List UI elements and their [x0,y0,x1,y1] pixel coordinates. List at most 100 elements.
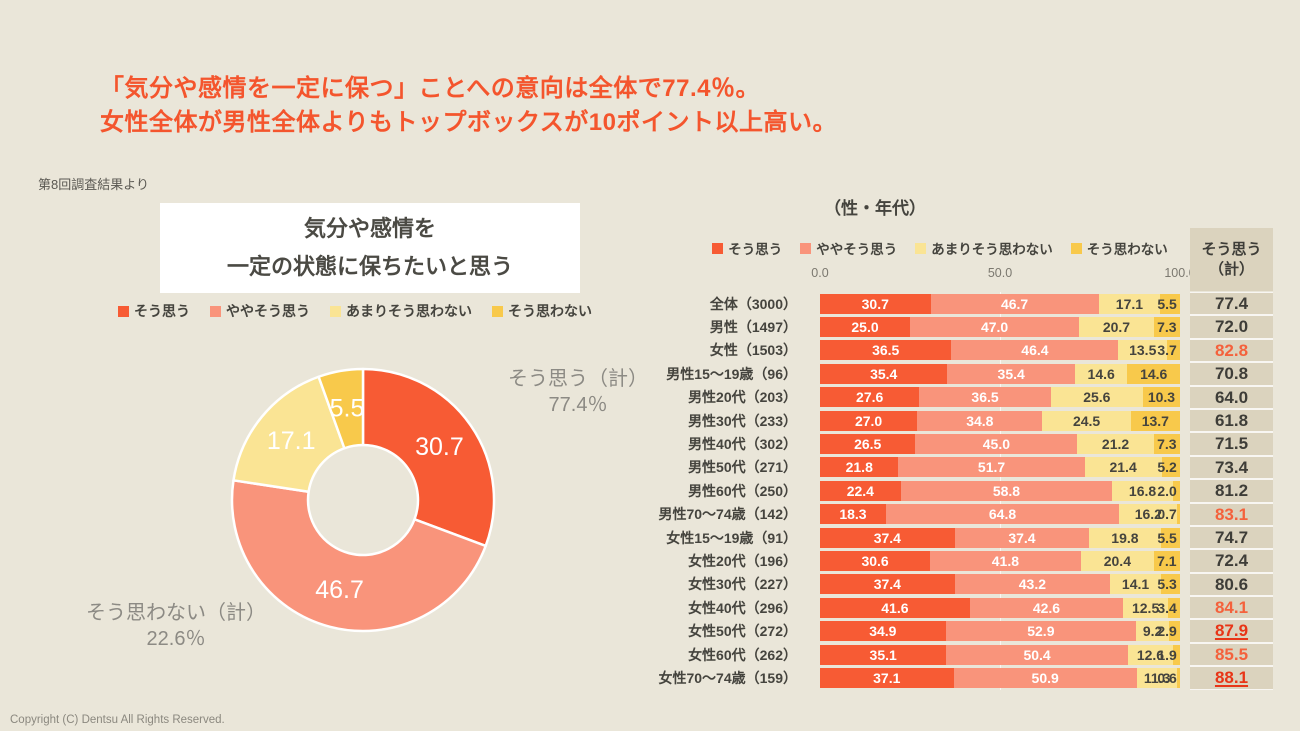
row-label: 女性15〜19歳（91） [666,529,797,546]
bar-segment [930,550,1081,571]
bar-segment-label: 27.0 [854,412,883,429]
question-title-line2: 一定の状態に保ちたいと思う [226,254,513,279]
bar-segment-label: 50.9 [1031,669,1059,686]
bar-segment [820,387,920,408]
row-label: 全体（3000） [709,295,797,312]
bar-segment [1153,317,1180,338]
legend-item-label: そう思う [728,242,783,257]
bar-segment-label: 14.6 [1087,365,1115,382]
bar-segment-label: 22.4 [846,482,874,499]
legend-color-swatch-icon [118,305,129,317]
bar-segment [1136,667,1178,688]
bar-segment-label: 35.4 [870,365,898,382]
bar-segment-label: 37.4 [873,529,901,546]
bar-segment [1168,597,1181,618]
slide-title: 「気分や感情を一定に保つ」ことへの意向は全体で77.4％。 女性全体が男性全体よ… [100,72,837,140]
callout-disagree-value: 22.6％ [146,628,206,650]
row-label: 女性40代（296） [688,599,797,616]
bar-segment-label: 41.8 [991,552,1020,569]
bar-segment [820,317,910,338]
bar-segment [951,340,1119,361]
total-value: 83.1 [1190,502,1273,526]
bar-segment [820,340,952,361]
x-axis: 0.0 50.0 100.0 [640,266,1273,284]
bar-segment-label: 37.1 [873,669,901,686]
bar-segment [1136,621,1170,642]
bar-segment-label: 36.5 [971,389,999,406]
bar-segment [1161,457,1181,478]
stacked-bar: 37.4 37.4 19.8 5.5 [820,527,1181,548]
bar-segment-label: 25.6 [1083,389,1111,406]
bar-segment-label: 34.9 [869,623,897,640]
legend-color-swatch-icon [1070,242,1082,254]
bar-segment [820,597,970,618]
bar-segment-label: 16.2 [1134,506,1162,523]
total-value: 61.8 [1190,408,1273,433]
total-value: 72.0 [1190,315,1273,339]
bar-segment-label: 42.6 [1032,599,1061,616]
legend-color-swatch-icon [210,305,221,317]
bar-segment [1080,550,1155,571]
stacked-bar: 36.5 46.4 13.5 3.7 [820,340,1181,361]
bar-segment-label: 45.0 [982,436,1011,453]
legend-item: そう思わない [492,301,592,321]
legend-color-swatch-icon [712,242,724,254]
bar-segment-label: 34.8 [966,412,994,429]
bar-segment [1160,293,1180,314]
bar-row: 女性（1503） 36.5 46.4 13.5 3.7 82.8 [640,338,1273,363]
bar-segment-label: 1.9 [1157,646,1177,663]
bar-segment-label: 27.6 [856,389,884,406]
bar-segment-label: 21.8 [845,459,873,476]
bar-segment [820,434,916,455]
bar-row: 男性50代（271） 21.8 51.7 21.4 5.2 73.4 [640,455,1273,480]
bar-segment [820,480,901,501]
row-label: 男性50代（271） [688,459,797,476]
legend-item: そう思う [712,238,782,258]
bar-segment-label: 3.4 [1157,599,1177,616]
stacked-bar: 35.1 50.4 12.6 1.9 [820,644,1180,665]
donut-slice [230,479,487,633]
bar-segment-label: 5.5 [1157,295,1177,312]
donut-legend: そう思う ややそう思う あまりそう思わない そう思わない [110,301,600,321]
donut-slice-label: 17.1 [267,427,316,455]
stacked-bar: 34.9 52.9 9.2 2.9 [820,621,1180,642]
bar-segment-label: 7.3 [1157,319,1177,336]
legend-color-swatch-icon [492,305,503,317]
total-value: 85.5 [1190,642,1273,667]
bar-segment [1089,527,1161,548]
total-value: 74.7 [1190,525,1273,550]
legend-item-label: あまりそう思わない [346,303,472,319]
bar-segment-label: 5.5 [1157,529,1177,546]
bar-segment-label: 43.2 [1018,576,1047,593]
bar-segment [820,644,947,665]
bar-segment [919,387,1051,408]
bar-segment-label: 2.9 [1157,623,1177,640]
bar-segment-label: 37.4 [873,576,901,593]
callout-disagree-total: そう思わない（計） 22.6％ [66,600,286,652]
bar-segment [898,457,1085,478]
bar-segment-label: 37.4 [1008,529,1036,546]
bar-segment-label: 58.8 [992,482,1021,499]
bar-segment [910,317,1080,338]
bar-segment [820,457,899,478]
legend-item-label: ややそう思う [816,242,898,257]
total-value: 80.6 [1190,572,1273,597]
legend-item: あまりそう思わない [330,301,472,321]
bar-segment-label: 17.1 [1115,295,1144,312]
bar-segment-label: 0.6 [1157,669,1177,686]
stacked-bar: 30.6 41.8 20.4 7.1 [820,550,1180,571]
bar-segment [1127,363,1180,384]
stacked-bar: 22.4 58.8 16.8 2.0 [820,480,1180,501]
callout-agree-label: そう思う（計） [508,368,648,390]
bar-segment-label: 46.7 [1000,295,1029,312]
bar-row: 男性40代（302） 26.5 45.0 21.2 7.3 71.5 [640,432,1273,456]
bar-segment-label: 50.4 [1023,646,1051,663]
bar-segment-label: 36.5 [872,342,900,359]
legend-item-label: そう思わない [1086,242,1168,257]
bar-segment-label: 25.0 [851,319,879,336]
bar-row: 全体（3000） 30.7 46.7 17.1 5.5 77.4 [640,292,1273,316]
bar-segment-label: 16.8 [1128,482,1157,499]
bar-segment [1118,340,1168,361]
legend-item: そう思わない [1070,238,1168,258]
bar-segment [1160,527,1181,548]
